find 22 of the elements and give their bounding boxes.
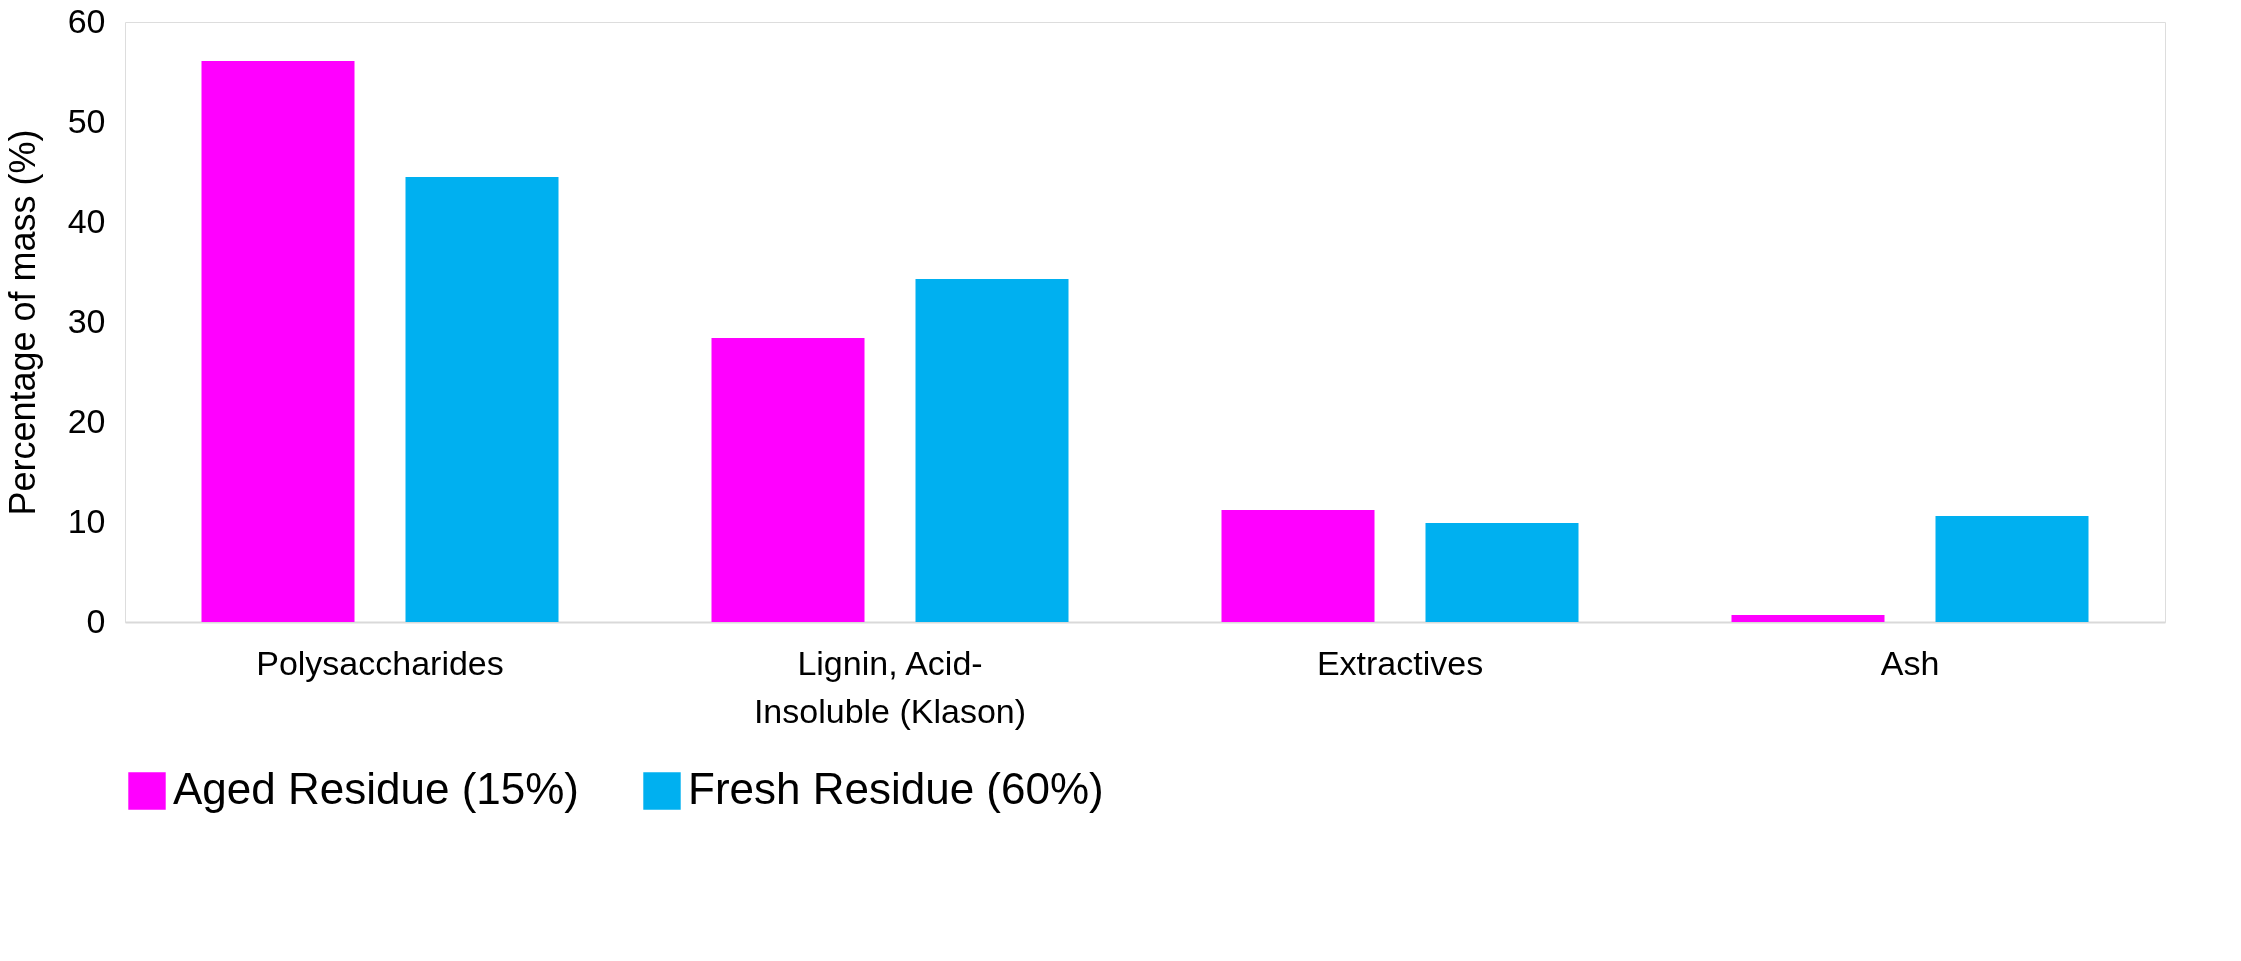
y-axis-title: Percentage of mass (%) (1, 129, 43, 516)
bar (711, 338, 865, 622)
x-tick-label: Extractives (1316, 643, 1484, 682)
bar (1425, 523, 1579, 622)
legend-label: Aged Residue (15%) (173, 764, 580, 813)
y-tick-label: 60 (67, 1, 106, 40)
bar (1731, 615, 1885, 622)
y-tick-label: 10 (67, 501, 106, 540)
y-tick-label: 20 (67, 401, 106, 440)
x-tick-label: Ash (1880, 643, 1940, 682)
y-tick-label: 0 (86, 601, 106, 640)
bar (1935, 516, 2089, 622)
bar (1221, 510, 1375, 622)
x-tick-label: Lignin, Acid- Insoluble (Klason) (753, 643, 1027, 730)
bar (915, 279, 1069, 622)
y-tick-label: 30 (67, 301, 106, 340)
bar (405, 177, 559, 622)
x-tick-label: Polysaccharides (256, 643, 504, 682)
y-tick-label: 40 (67, 201, 106, 240)
legend-label: Fresh Residue (60%) (688, 764, 1104, 813)
y-tick-label: 50 (67, 101, 106, 140)
bar (201, 61, 355, 622)
